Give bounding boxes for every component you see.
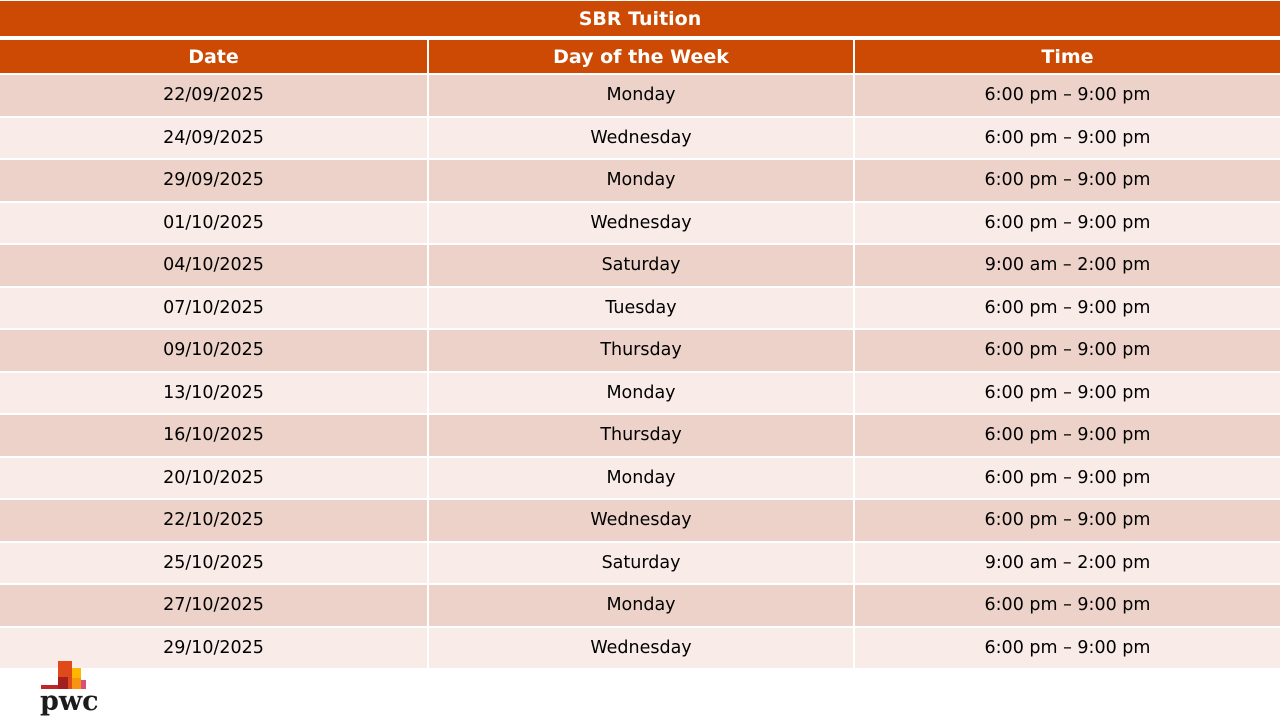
cell-date: 09/10/2025 bbox=[0, 329, 429, 373]
cell-day: Monday bbox=[428, 159, 855, 203]
logo-dark-red-block bbox=[58, 677, 68, 689]
column-header-date: Date bbox=[0, 40, 429, 75]
cell-time: 6:00 pm – 9:00 pm bbox=[854, 626, 1280, 670]
cell-day: Saturday bbox=[428, 541, 855, 585]
table-row: 22/09/2025 Monday 6:00 pm – 9:00 pm bbox=[0, 74, 1280, 118]
cell-date: 22/09/2025 bbox=[0, 74, 429, 118]
cell-day: Wednesday bbox=[428, 499, 855, 543]
cell-day: Wednesday bbox=[428, 116, 855, 160]
cell-time: 6:00 pm – 9:00 pm bbox=[854, 371, 1280, 415]
table-row: 13/10/2025 Monday 6:00 pm – 9:00 pm bbox=[0, 371, 1280, 415]
pwc-logo-text: pwc bbox=[40, 686, 99, 717]
cell-day: Monday bbox=[428, 584, 855, 628]
cell-time: 9:00 am – 2:00 pm bbox=[854, 541, 1280, 585]
cell-time: 6:00 pm – 9:00 pm bbox=[854, 584, 1280, 628]
cell-date: 07/10/2025 bbox=[0, 286, 429, 330]
cell-date: 25/10/2025 bbox=[0, 541, 429, 585]
table-title-bar: SBR Tuition bbox=[0, 1, 1280, 36]
cell-time: 6:00 pm – 9:00 pm bbox=[854, 159, 1280, 203]
cell-day: Saturday bbox=[428, 244, 855, 288]
cell-day: Monday bbox=[428, 456, 855, 500]
cell-time: 6:00 pm – 9:00 pm bbox=[854, 201, 1280, 245]
logo-pink-block bbox=[81, 680, 86, 689]
table-row: 29/09/2025 Monday 6:00 pm – 9:00 pm bbox=[0, 159, 1280, 203]
cell-date: 27/10/2025 bbox=[0, 584, 429, 628]
cell-date: 24/09/2025 bbox=[0, 116, 429, 160]
cell-date: 16/10/2025 bbox=[0, 414, 429, 458]
table-title: SBR Tuition bbox=[578, 7, 702, 30]
table-row: 25/10/2025 Saturday 9:00 am – 2:00 pm bbox=[0, 541, 1280, 585]
table-row: 29/10/2025 Wednesday 6:00 pm – 9:00 pm bbox=[0, 626, 1280, 670]
cell-day: Wednesday bbox=[428, 201, 855, 245]
cell-day: Tuesday bbox=[428, 286, 855, 330]
cell-date: 29/09/2025 bbox=[0, 159, 429, 203]
cell-day: Thursday bbox=[428, 414, 855, 458]
cell-date: 01/10/2025 bbox=[0, 201, 429, 245]
cell-date: 22/10/2025 bbox=[0, 499, 429, 543]
cell-time: 6:00 pm – 9:00 pm bbox=[854, 456, 1280, 500]
table-body: 22/09/2025 Monday 6:00 pm – 9:00 pm 24/09/2… bbox=[0, 74, 1280, 670]
table-row: 27/10/2025 Monday 6:00 pm – 9:00 pm bbox=[0, 584, 1280, 628]
table-row: 04/10/2025 Saturday 9:00 am – 2:00 pm bbox=[0, 244, 1280, 288]
cell-time: 6:00 pm – 9:00 pm bbox=[854, 286, 1280, 330]
column-header-day: Day of the Week bbox=[428, 40, 855, 75]
cell-time: 6:00 pm – 9:00 pm bbox=[854, 74, 1280, 118]
cell-time: 6:00 pm – 9:00 pm bbox=[854, 329, 1280, 373]
cell-time: 6:00 pm – 9:00 pm bbox=[854, 116, 1280, 160]
cell-date: 20/10/2025 bbox=[0, 456, 429, 500]
table-row: 22/10/2025 Wednesday 6:00 pm – 9:00 pm bbox=[0, 499, 1280, 543]
tuition-schedule-table: Date Day of the Week Time 22/09/2025 Mond… bbox=[0, 40, 1280, 670]
logo-red-strip bbox=[41, 685, 58, 689]
cell-day: Wednesday bbox=[428, 626, 855, 670]
cell-time: 6:00 pm – 9:00 pm bbox=[854, 414, 1280, 458]
cell-time: 9:00 am – 2:00 pm bbox=[854, 244, 1280, 288]
cell-day: Monday bbox=[428, 74, 855, 118]
table-row: 07/10/2025 Tuesday 6:00 pm – 9:00 pm bbox=[0, 286, 1280, 330]
table-row: 20/10/2025 Monday 6:00 pm – 9:00 pm bbox=[0, 456, 1280, 500]
pwc-logo: pwc bbox=[40, 661, 120, 715]
table-row: 24/09/2025 Wednesday 6:00 pm – 9:00 pm bbox=[0, 116, 1280, 160]
header-row: Date Day of the Week Time bbox=[0, 40, 1280, 75]
cell-day: Thursday bbox=[428, 329, 855, 373]
cell-time: 6:00 pm – 9:00 pm bbox=[854, 499, 1280, 543]
logo-amber-block bbox=[72, 678, 81, 689]
cell-day: Monday bbox=[428, 371, 855, 415]
column-header-time: Time bbox=[854, 40, 1280, 75]
pwc-logo-icon bbox=[41, 661, 93, 691]
cell-date: 04/10/2025 bbox=[0, 244, 429, 288]
table-row: 16/10/2025 Thursday 6:00 pm – 9:00 pm bbox=[0, 414, 1280, 458]
table-row: 09/10/2025 Thursday 6:00 pm – 9:00 pm bbox=[0, 329, 1280, 373]
cell-date: 13/10/2025 bbox=[0, 371, 429, 415]
table-row: 01/10/2025 Wednesday 6:00 pm – 9:00 pm bbox=[0, 201, 1280, 245]
